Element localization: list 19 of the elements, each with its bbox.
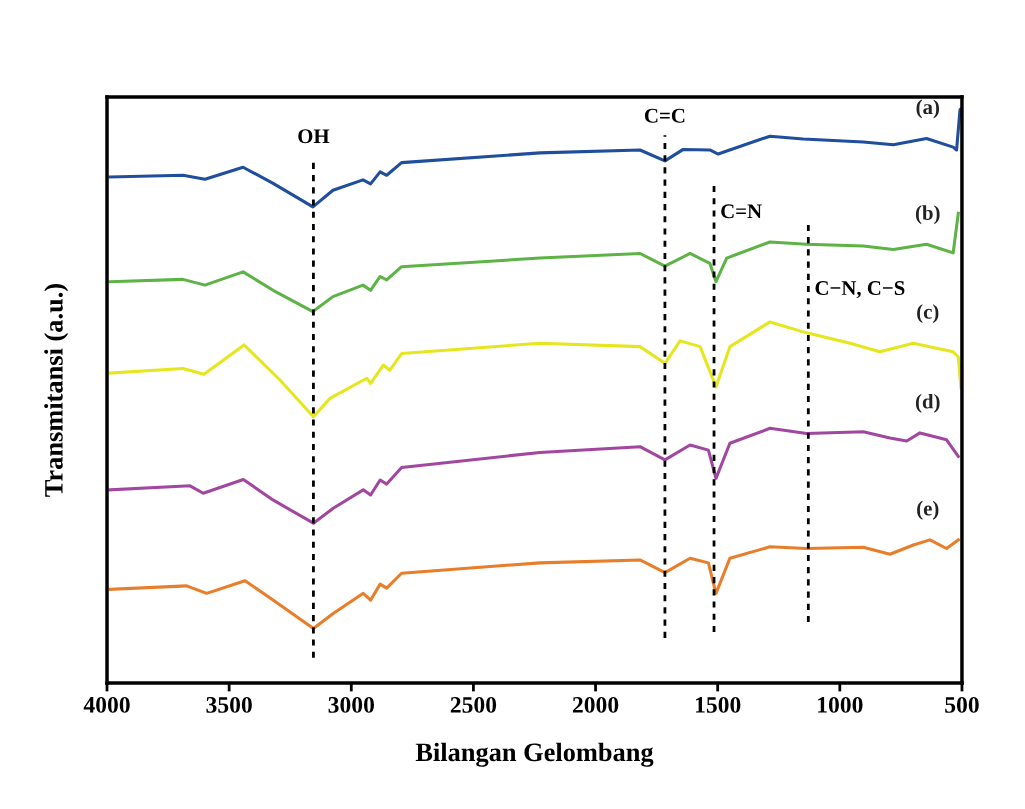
series-label: (a): [916, 99, 939, 119]
ref-line-label: C−N, C−S: [815, 281, 905, 299]
x-tick-label: 2500: [450, 696, 497, 713]
x-tick-label: 4000: [83, 696, 130, 713]
x-tick-label: 3000: [328, 696, 374, 713]
x-tick-label: 1500: [695, 696, 741, 713]
series-label: (c): [917, 304, 939, 324]
x-tick-label: 3500: [206, 696, 252, 713]
series-label: (e): [917, 500, 939, 520]
series-label: (d): [915, 393, 940, 413]
x-tick-label: 500: [945, 696, 979, 713]
ref-line-label: OH: [298, 129, 330, 144]
y-axis-title: Transmitansi (a.u.): [44, 284, 69, 497]
ref-line-label: C=C: [644, 108, 685, 123]
series-label: (b): [915, 205, 940, 225]
ref-line-label: C=N: [721, 204, 762, 219]
x-tick-label: 1000: [818, 696, 863, 713]
x-tick-label: 2000: [572, 696, 619, 713]
x-axis-title: Bilangan Gelombang: [415, 742, 654, 767]
